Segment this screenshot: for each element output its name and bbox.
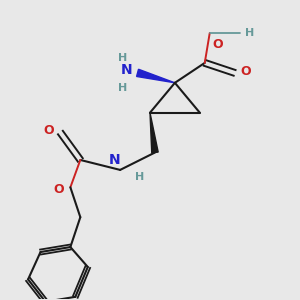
Text: N: N [109,153,120,167]
Text: N: N [121,63,133,77]
Text: H: H [135,172,144,182]
Text: O: O [241,65,251,78]
Polygon shape [136,69,175,83]
Text: O: O [44,124,54,136]
Polygon shape [150,113,158,153]
Text: H: H [118,53,127,63]
Text: O: O [212,38,223,51]
Text: H: H [244,28,254,38]
Text: H: H [118,83,127,93]
Text: O: O [53,183,64,196]
